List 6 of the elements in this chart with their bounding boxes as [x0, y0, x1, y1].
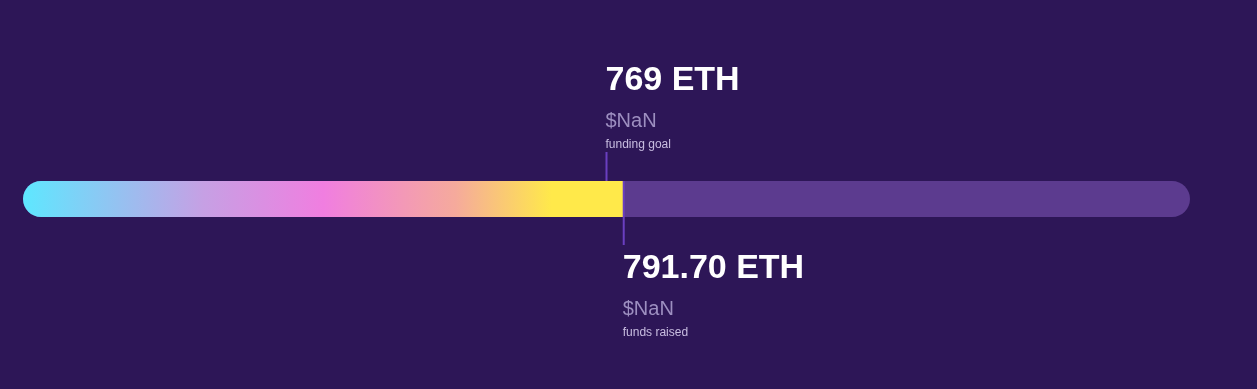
data-label: 791.70 ETH	[622, 247, 805, 285]
text: $NaN	[622, 297, 674, 319]
category-label: funding goal	[605, 137, 671, 151]
data-label: 769 ETH	[605, 59, 740, 97]
category-label: funds raised	[622, 325, 689, 339]
text: $NaN	[605, 109, 657, 131]
